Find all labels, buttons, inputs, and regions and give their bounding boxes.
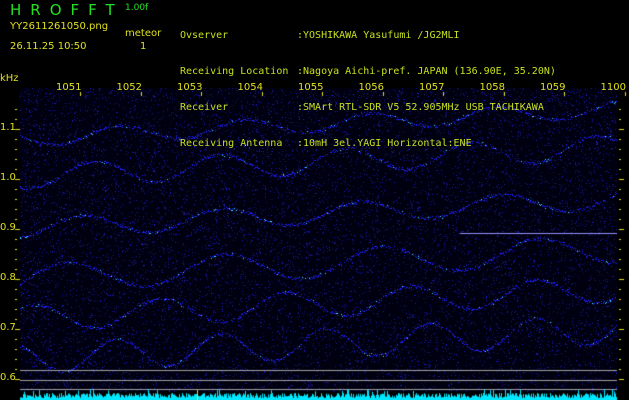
app-title: HROFFT [10, 1, 124, 19]
y-tick-label: 1.1 [0, 122, 16, 133]
y-axis-label: kHz [0, 73, 19, 84]
y-tick-label: 0.8 [0, 272, 16, 283]
y-tick-label: 0.7 [0, 322, 16, 333]
info-value: :YOSHIKAWA Yasufumi /JG2MLI [297, 30, 460, 41]
x-tick-label: 1057 [419, 82, 445, 93]
x-tick-label: 1051 [56, 82, 82, 93]
x-tick-label: 1058 [479, 82, 505, 93]
info-label: Receiving Location [180, 66, 289, 77]
y-tick-label: 1.0 [0, 172, 16, 183]
info-row: Ovserver :YOSHIKAWA Yasufumi /JG2MLI [180, 30, 556, 42]
info-row: Receiving Location :Nagoya Aichi-pref. JA… [180, 66, 556, 78]
filename: YY2611261050.png [10, 21, 109, 32]
mode-label: meteor [125, 28, 162, 39]
info-label: Ovserver [180, 30, 229, 41]
info-label: Receiver [180, 102, 229, 113]
y-tick-label: 0.6 [0, 372, 16, 383]
datetime: 26.11.25 10:50 [10, 41, 87, 52]
info-value: :SMArt RTL-SDR V5 52.905MHz USB TACHIKAW… [297, 102, 544, 113]
x-tick-label: 1100 [600, 82, 626, 93]
y-tick-label: 0.9 [0, 222, 16, 233]
info-value: :Nagoya Aichi-pref. JAPAN (136.90E, 35.2… [297, 66, 556, 77]
x-tick-label: 1059 [540, 82, 566, 93]
x-tick-label: 1053 [177, 82, 203, 93]
version: 1.00f [125, 3, 149, 13]
x-tick-label: 1054 [237, 82, 263, 93]
info-row: Receiving Antenna :10mH 3el.YAGI Horizont… [180, 138, 556, 150]
info-value: :10mH 3el.YAGI Horizontal:ENE [297, 138, 472, 149]
meteor-count: 1 [140, 41, 147, 52]
x-tick-label: 1052 [116, 82, 142, 93]
x-tick-label: 1056 [358, 82, 384, 93]
info-label: Receiving Antenna [180, 138, 283, 149]
x-tick-label: 1055 [298, 82, 324, 93]
info-row: Receiver :SMArt RTL-SDR V5 52.905MHz USB … [180, 102, 556, 114]
